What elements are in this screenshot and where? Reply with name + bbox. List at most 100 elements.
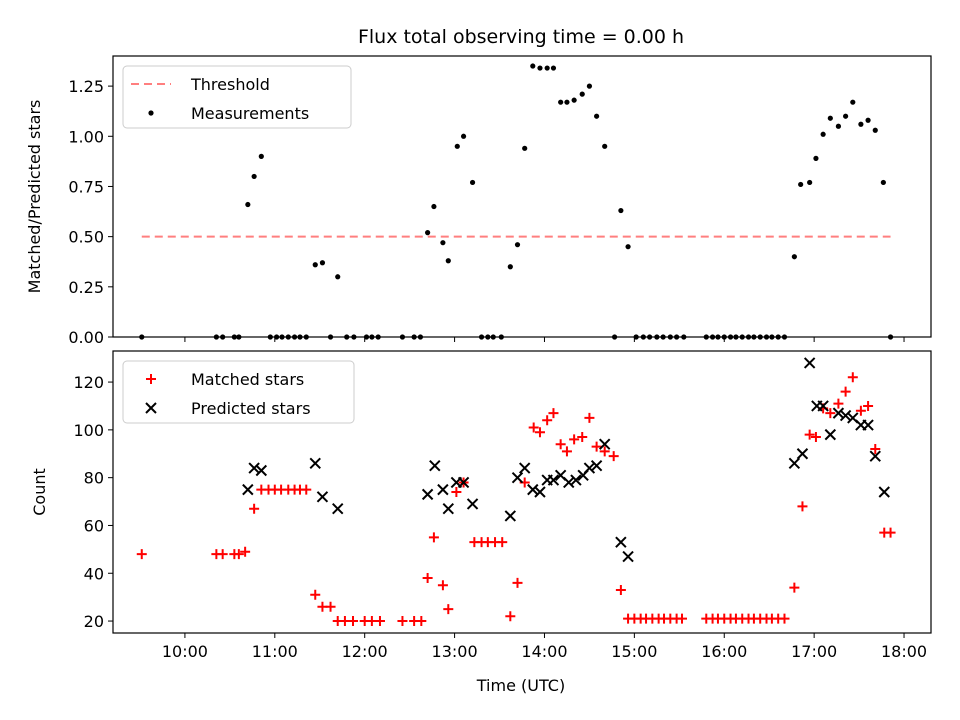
predicted-marker — [242, 483, 254, 496]
predicted-marker — [511, 471, 524, 484]
x-tick-label: 18:00 — [881, 642, 927, 661]
predicted-marker — [878, 486, 890, 498]
top-plot-frame — [112, 55, 932, 338]
data-point — [791, 254, 797, 260]
data-point — [522, 145, 528, 151]
predicted-marker — [248, 462, 260, 474]
matched-marker — [555, 439, 566, 450]
data-point — [530, 63, 536, 69]
matched-marker — [505, 611, 516, 622]
matched-marker — [542, 415, 553, 426]
predicted-marker — [832, 407, 845, 419]
legend-marker — [148, 110, 154, 116]
matched-marker — [512, 577, 523, 588]
data-point — [550, 65, 557, 71]
matched-marker — [548, 408, 559, 419]
matched-marker — [443, 604, 454, 615]
predicted-marker — [457, 476, 470, 489]
matched-marker — [497, 537, 508, 548]
data-point — [469, 179, 476, 186]
data-point — [625, 244, 631, 250]
matched-marker — [863, 400, 874, 411]
predicted-marker — [255, 464, 268, 477]
bottom-y-tick-label: 120 — [73, 373, 104, 392]
data-point — [594, 113, 600, 119]
predicted-marker — [583, 462, 596, 474]
top-y-tick-label: 0.25 — [68, 278, 104, 297]
top-y-tick-label: 0.75 — [68, 177, 104, 196]
matched-marker — [840, 386, 851, 397]
data-point — [245, 201, 251, 208]
bottom-y-tick-label: 20 — [84, 612, 104, 631]
matched-marker — [451, 487, 462, 497]
data-point — [865, 117, 871, 123]
x-tick-label: 11:00 — [252, 642, 298, 661]
matched-marker — [325, 601, 336, 612]
matched-marker — [397, 616, 408, 627]
legend-label: Threshold — [190, 75, 270, 94]
data-point — [425, 230, 431, 236]
matched-marker — [608, 451, 619, 462]
matched-marker — [677, 613, 688, 624]
data-point — [564, 99, 570, 105]
x-tick-label: 16:00 — [701, 642, 747, 661]
top-panel: 0.00 0.25 0.50 0.75 1.00 1.25 Matched/Predicte… — [25, 55, 932, 347]
matched-marker — [615, 584, 626, 595]
predicted-marker — [862, 419, 874, 431]
top-legend: Threshold Measurements — [122, 65, 352, 129]
bottom-y-tick-label: 80 — [84, 469, 104, 488]
top-y-tick-label: 0.50 — [68, 228, 104, 247]
matched-marker — [569, 434, 580, 445]
data-point — [335, 274, 341, 280]
data-point — [843, 113, 849, 119]
bottom-legend-box — [122, 360, 355, 424]
bottom-plot-frame — [112, 350, 932, 634]
matched-marker — [348, 616, 359, 627]
matched-marker — [528, 422, 539, 433]
legend-label: Predicted stars — [191, 399, 311, 418]
matched-marker — [870, 443, 881, 454]
matched-marker — [374, 616, 385, 627]
data-point — [514, 242, 521, 248]
data-point — [312, 262, 318, 268]
bottom-y-tick-label: 60 — [84, 516, 104, 535]
data-point — [827, 115, 833, 121]
x-tick-label: 15:00 — [611, 642, 657, 661]
predicted-marker — [534, 486, 546, 498]
x-tick-label: 14:00 — [521, 642, 567, 661]
matched-marker — [847, 372, 858, 383]
matched-marker — [885, 527, 896, 538]
data-point — [858, 121, 864, 127]
data-point — [251, 173, 257, 180]
bottom-legend: Matched stars Predicted stars — [122, 360, 355, 424]
x-tick-label: 12:00 — [342, 642, 388, 661]
x-tick-label: 13:00 — [432, 642, 478, 661]
matched-marker — [301, 484, 312, 495]
matched-marker — [797, 501, 808, 512]
predicted-marker — [803, 357, 816, 369]
predicted-marker — [563, 476, 575, 489]
bottom-y-axis-label: Count — [30, 468, 49, 516]
predicted-marker — [788, 457, 801, 470]
matched-marker — [577, 432, 588, 443]
data-point — [579, 91, 585, 97]
bottom-panel: 10:00 11:00 12:00 13:00 14:00 15:00 16:00 17:00… — [30, 350, 932, 661]
predicted-marker — [332, 503, 344, 515]
matched-marker — [855, 405, 866, 416]
legend-label: Measurements — [191, 104, 309, 123]
top-y-tick-label: 0.00 — [68, 328, 104, 347]
series-predicted-stars — [242, 357, 890, 563]
data-point — [850, 99, 856, 105]
matched-marker — [833, 398, 844, 409]
data-point — [571, 97, 577, 103]
predicted-marker — [466, 498, 479, 510]
data-point — [880, 179, 886, 186]
matched-marker — [804, 429, 815, 440]
predicted-marker — [442, 503, 454, 515]
matched-marker — [599, 446, 610, 457]
matched-marker — [240, 546, 251, 557]
predicted-marker — [817, 400, 829, 412]
legend-label: Matched stars — [191, 370, 304, 389]
data-point — [813, 155, 819, 161]
predicted-marker — [421, 488, 434, 501]
